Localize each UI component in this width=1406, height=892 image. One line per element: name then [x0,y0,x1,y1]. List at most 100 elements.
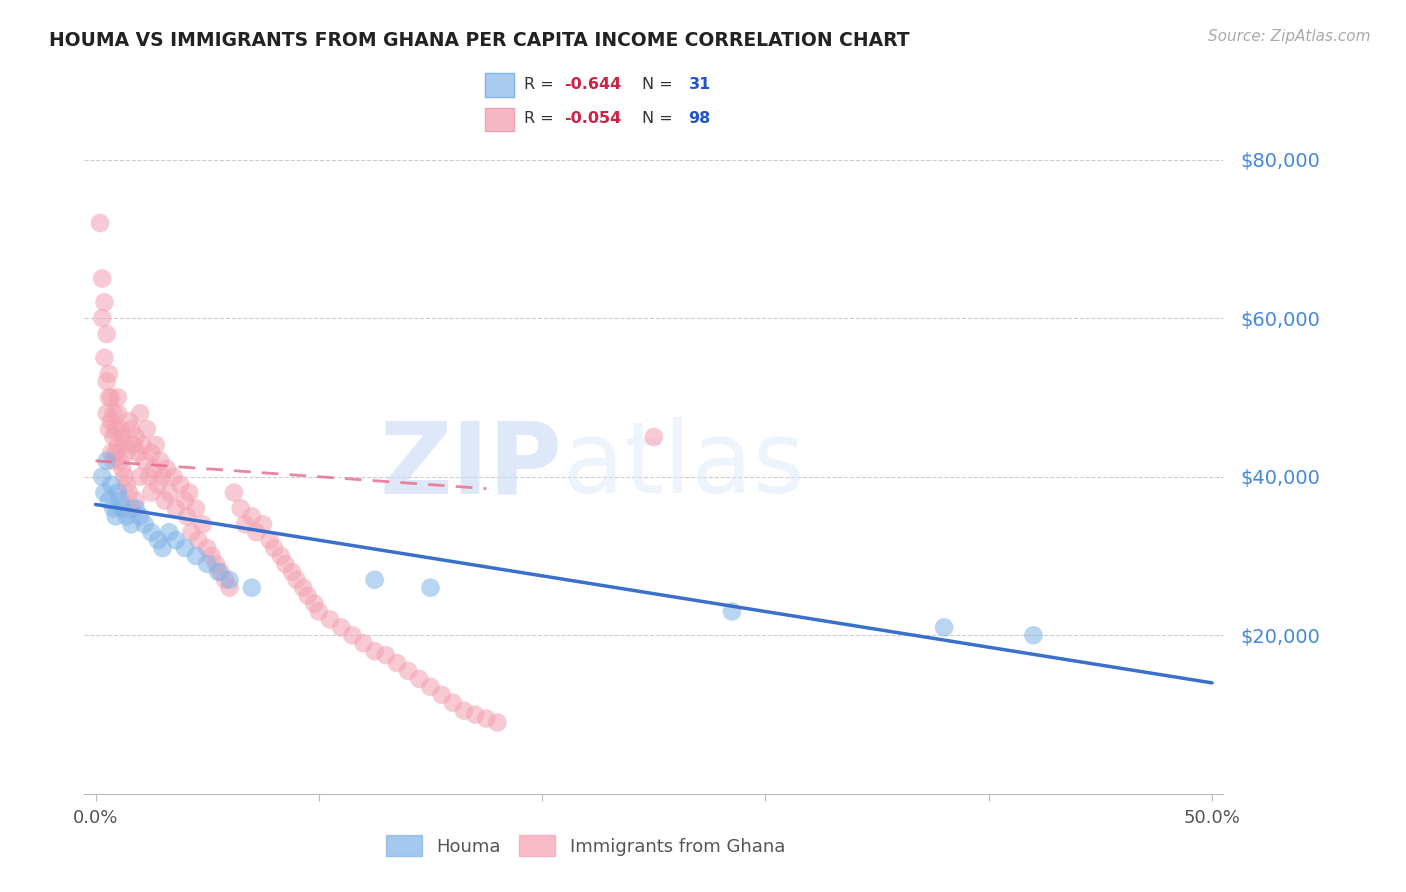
Point [111,430,134,444]
Point [396,664,419,678]
Point [122,438,145,452]
Point [138,469,160,483]
Point [263,541,285,555]
Point [408,672,430,686]
Text: atlas: atlas [562,417,804,514]
Point [270,549,292,563]
FancyBboxPatch shape [485,73,515,96]
Point [107,438,129,452]
Point [152,541,174,555]
Point [165,501,187,516]
Point [114,438,136,452]
Point [240,581,263,595]
Point [330,620,353,634]
Point [475,712,498,726]
Point [292,581,315,595]
Text: R =: R = [524,111,560,126]
Point [721,605,744,619]
Point [118,414,141,428]
Point [464,707,486,722]
Point [259,533,281,548]
Point [108,454,131,468]
Point [100,391,122,405]
Point [173,493,195,508]
Point [195,541,218,555]
Point [308,605,330,619]
Point [145,438,167,452]
Point [187,533,209,548]
Point [146,477,169,491]
Point [141,525,163,540]
Point [103,406,125,420]
Point [229,501,252,516]
Point [91,271,114,285]
Point [240,509,263,524]
Point [214,573,236,587]
Point [157,525,180,540]
Point [118,485,141,500]
Point [104,422,127,436]
Point [103,501,125,516]
Text: ZIP: ZIP [380,417,562,514]
Point [125,501,148,516]
Point [342,628,364,642]
Point [120,501,142,516]
Point [129,406,152,420]
Point [111,462,134,476]
Point [453,704,475,718]
Point [363,573,385,587]
Point [127,446,149,460]
Text: N =: N = [643,77,678,92]
Point [107,391,129,405]
Point [419,581,441,595]
Point [180,525,202,540]
Point [153,493,176,508]
Point [96,454,118,468]
Point [111,501,134,516]
Point [184,501,207,516]
Point [179,485,201,500]
Point [252,517,274,532]
Point [385,656,408,670]
Point [319,612,342,626]
Point [107,485,129,500]
Point [97,367,120,381]
Point [96,326,118,341]
Point [108,422,131,436]
Point [149,454,172,468]
Point [374,648,396,662]
Point [285,573,308,587]
Point [100,446,122,460]
Point [103,430,125,444]
Point [297,589,319,603]
Point [201,549,224,563]
Point [115,446,138,460]
Point [89,216,111,230]
Point [245,525,267,540]
Point [93,351,115,365]
Point [91,469,114,483]
Point [125,430,148,444]
Text: -0.644: -0.644 [565,77,621,92]
Point [142,462,165,476]
Point [419,680,441,694]
Point [165,533,187,548]
Point [93,295,115,310]
Point [120,422,142,436]
Point [97,422,120,436]
Text: N =: N = [643,111,678,126]
Point [91,311,114,326]
Point [141,485,163,500]
Point [96,406,118,420]
Point [134,517,156,532]
Point [114,469,136,483]
Point [932,620,955,634]
Legend: Houma, Immigrants from Ghana: Houma, Immigrants from Ghana [378,828,792,863]
Text: R =: R = [524,77,560,92]
Point [353,636,375,650]
Point [107,406,129,420]
Point [209,565,232,579]
Point [430,688,453,702]
Point [129,469,152,483]
Point [100,414,122,428]
